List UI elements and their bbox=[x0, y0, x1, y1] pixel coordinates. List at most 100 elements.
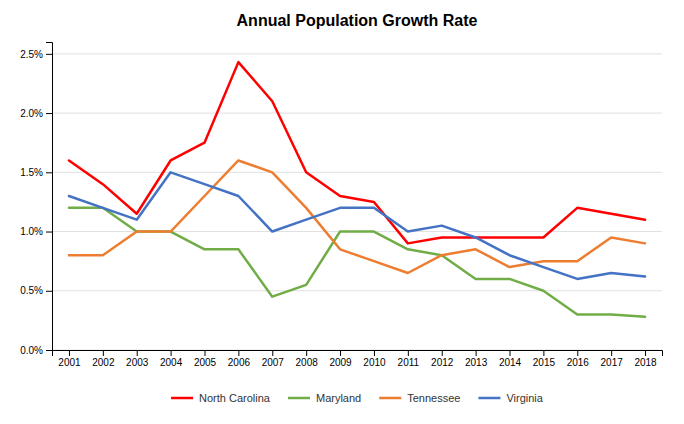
x-tick: 2005 bbox=[194, 350, 217, 368]
legend-item: Tennessee bbox=[379, 392, 460, 404]
y-tick-mark bbox=[46, 54, 52, 55]
legend-swatch bbox=[288, 397, 310, 400]
x-tick-label: 2002 bbox=[92, 357, 115, 368]
legend-item: North Carolina bbox=[171, 392, 271, 404]
y-tick-mark bbox=[46, 291, 52, 292]
x-tick: 2006 bbox=[228, 350, 251, 368]
x-tick-mark bbox=[543, 350, 544, 356]
x-tick-mark bbox=[103, 350, 104, 356]
x-tick-mark bbox=[69, 350, 70, 356]
x-tick-label: 2015 bbox=[533, 357, 556, 368]
x-tick-mark bbox=[442, 350, 443, 356]
x-tick-label: 2011 bbox=[398, 357, 420, 368]
x-tick: 2013 bbox=[465, 350, 488, 368]
legend-swatch bbox=[171, 397, 193, 400]
x-tick: 2002 bbox=[92, 350, 115, 368]
x-tick-mark bbox=[645, 350, 646, 356]
x-tick-label: 2009 bbox=[329, 357, 352, 368]
y-tick-label: 0.0% bbox=[20, 345, 43, 356]
grid-line bbox=[52, 53, 662, 54]
grid-line bbox=[52, 172, 662, 173]
x-tick-mark bbox=[510, 350, 511, 356]
x-tick: 2003 bbox=[126, 350, 149, 368]
x-tick-mark bbox=[374, 350, 375, 356]
legend-label: Maryland bbox=[316, 392, 361, 404]
y-tick: 2.0% bbox=[20, 108, 52, 119]
series-line bbox=[69, 62, 645, 243]
x-tick-mark bbox=[272, 350, 273, 356]
y-axis-line bbox=[46, 43, 53, 351]
legend-label: North Carolina bbox=[199, 392, 271, 404]
x-tick-mark bbox=[577, 350, 578, 356]
x-tick-label: 2010 bbox=[363, 357, 386, 368]
x-tick-mark bbox=[238, 350, 239, 356]
x-tick: 2015 bbox=[533, 350, 556, 368]
x-tick-label: 2008 bbox=[296, 357, 319, 368]
y-tick-label: 0.5% bbox=[20, 285, 43, 296]
legend: North Carolina Maryland Tennessee Virginia bbox=[171, 392, 544, 404]
x-tick: 2007 bbox=[262, 350, 285, 368]
x-tick: 2011 bbox=[398, 350, 420, 368]
x-tick: 2012 bbox=[431, 350, 454, 368]
grid-line bbox=[52, 113, 662, 114]
x-tick: 2010 bbox=[363, 350, 386, 368]
x-tick-mark bbox=[137, 350, 138, 356]
legend-label: Virginia bbox=[506, 392, 543, 404]
y-tick: 2.5% bbox=[20, 49, 52, 60]
x-tick-label: 2014 bbox=[499, 357, 522, 368]
y-tick-label: 2.0% bbox=[20, 108, 43, 119]
legend-swatch bbox=[478, 397, 500, 400]
y-tick-mark bbox=[46, 172, 52, 173]
x-tick-mark bbox=[171, 350, 172, 356]
x-tick: 2017 bbox=[601, 350, 624, 368]
grid-line bbox=[52, 290, 662, 291]
series-line bbox=[69, 172, 645, 279]
title: Annual Population Growth Rate bbox=[237, 12, 478, 29]
x-tick-label: 2018 bbox=[634, 357, 657, 368]
legend-item: Maryland bbox=[288, 392, 361, 404]
x-tick-mark bbox=[205, 350, 206, 356]
x-tick-label: 2013 bbox=[465, 357, 488, 368]
y-tick-mark bbox=[46, 350, 52, 351]
x-tick-label: 2012 bbox=[431, 357, 454, 368]
y-tick: 1.5% bbox=[20, 167, 52, 178]
x-tick: 2018 bbox=[634, 350, 657, 368]
x-tick-label: 2003 bbox=[126, 357, 149, 368]
x-axis-line bbox=[53, 351, 663, 357]
x-tick-mark bbox=[340, 350, 341, 356]
y-tick-label: 1.5% bbox=[20, 167, 43, 178]
x-tick-label: 2001 bbox=[58, 357, 81, 368]
legend-label: Tennessee bbox=[407, 392, 460, 404]
x-tick-label: 2007 bbox=[262, 357, 285, 368]
x-tick: 2016 bbox=[567, 350, 590, 368]
x-tick-label: 2016 bbox=[567, 357, 590, 368]
y-tick-label: 2.5% bbox=[20, 49, 43, 60]
y-tick: 0.5% bbox=[20, 285, 52, 296]
y-tick-label: 1.0% bbox=[20, 226, 43, 237]
x-tick-mark bbox=[306, 350, 307, 356]
x-tick-label: 2017 bbox=[601, 357, 624, 368]
grid bbox=[52, 54, 662, 350]
x-tick: 2014 bbox=[499, 350, 522, 368]
x-tick-mark bbox=[611, 350, 612, 356]
legend-swatch bbox=[379, 397, 401, 400]
y-tick-mark bbox=[46, 232, 52, 233]
series-line bbox=[69, 160, 645, 273]
y-tick: 1.0% bbox=[20, 226, 52, 237]
y-axis: 0.0% 0.5% 1.0% 1.5% 2.0% 2.5% bbox=[20, 43, 52, 356]
x-tick-label: 2005 bbox=[194, 357, 217, 368]
x-tick-label: 2006 bbox=[228, 357, 251, 368]
x-tick-label: 2004 bbox=[160, 357, 183, 368]
series-group bbox=[69, 62, 645, 317]
y-tick: 0.0% bbox=[20, 345, 52, 356]
legend-item: Virginia bbox=[478, 392, 543, 404]
chart: 2001 2002 2003 2004 2005 2006 2007 2008 2009 2010… bbox=[0, 0, 684, 424]
x-tick: 2001 bbox=[58, 350, 81, 368]
x-tick: 2004 bbox=[160, 350, 183, 368]
y-tick-mark bbox=[46, 113, 52, 114]
x-tick: 2008 bbox=[296, 350, 319, 368]
x-axis: 2001 2002 2003 2004 2005 2006 2007 2008 2009 2010… bbox=[53, 350, 663, 368]
x-tick: 2009 bbox=[329, 350, 352, 368]
x-tick-mark bbox=[408, 350, 409, 356]
plot: 2001 2002 2003 2004 2005 2006 2007 2008 2009 2010… bbox=[20, 43, 662, 369]
